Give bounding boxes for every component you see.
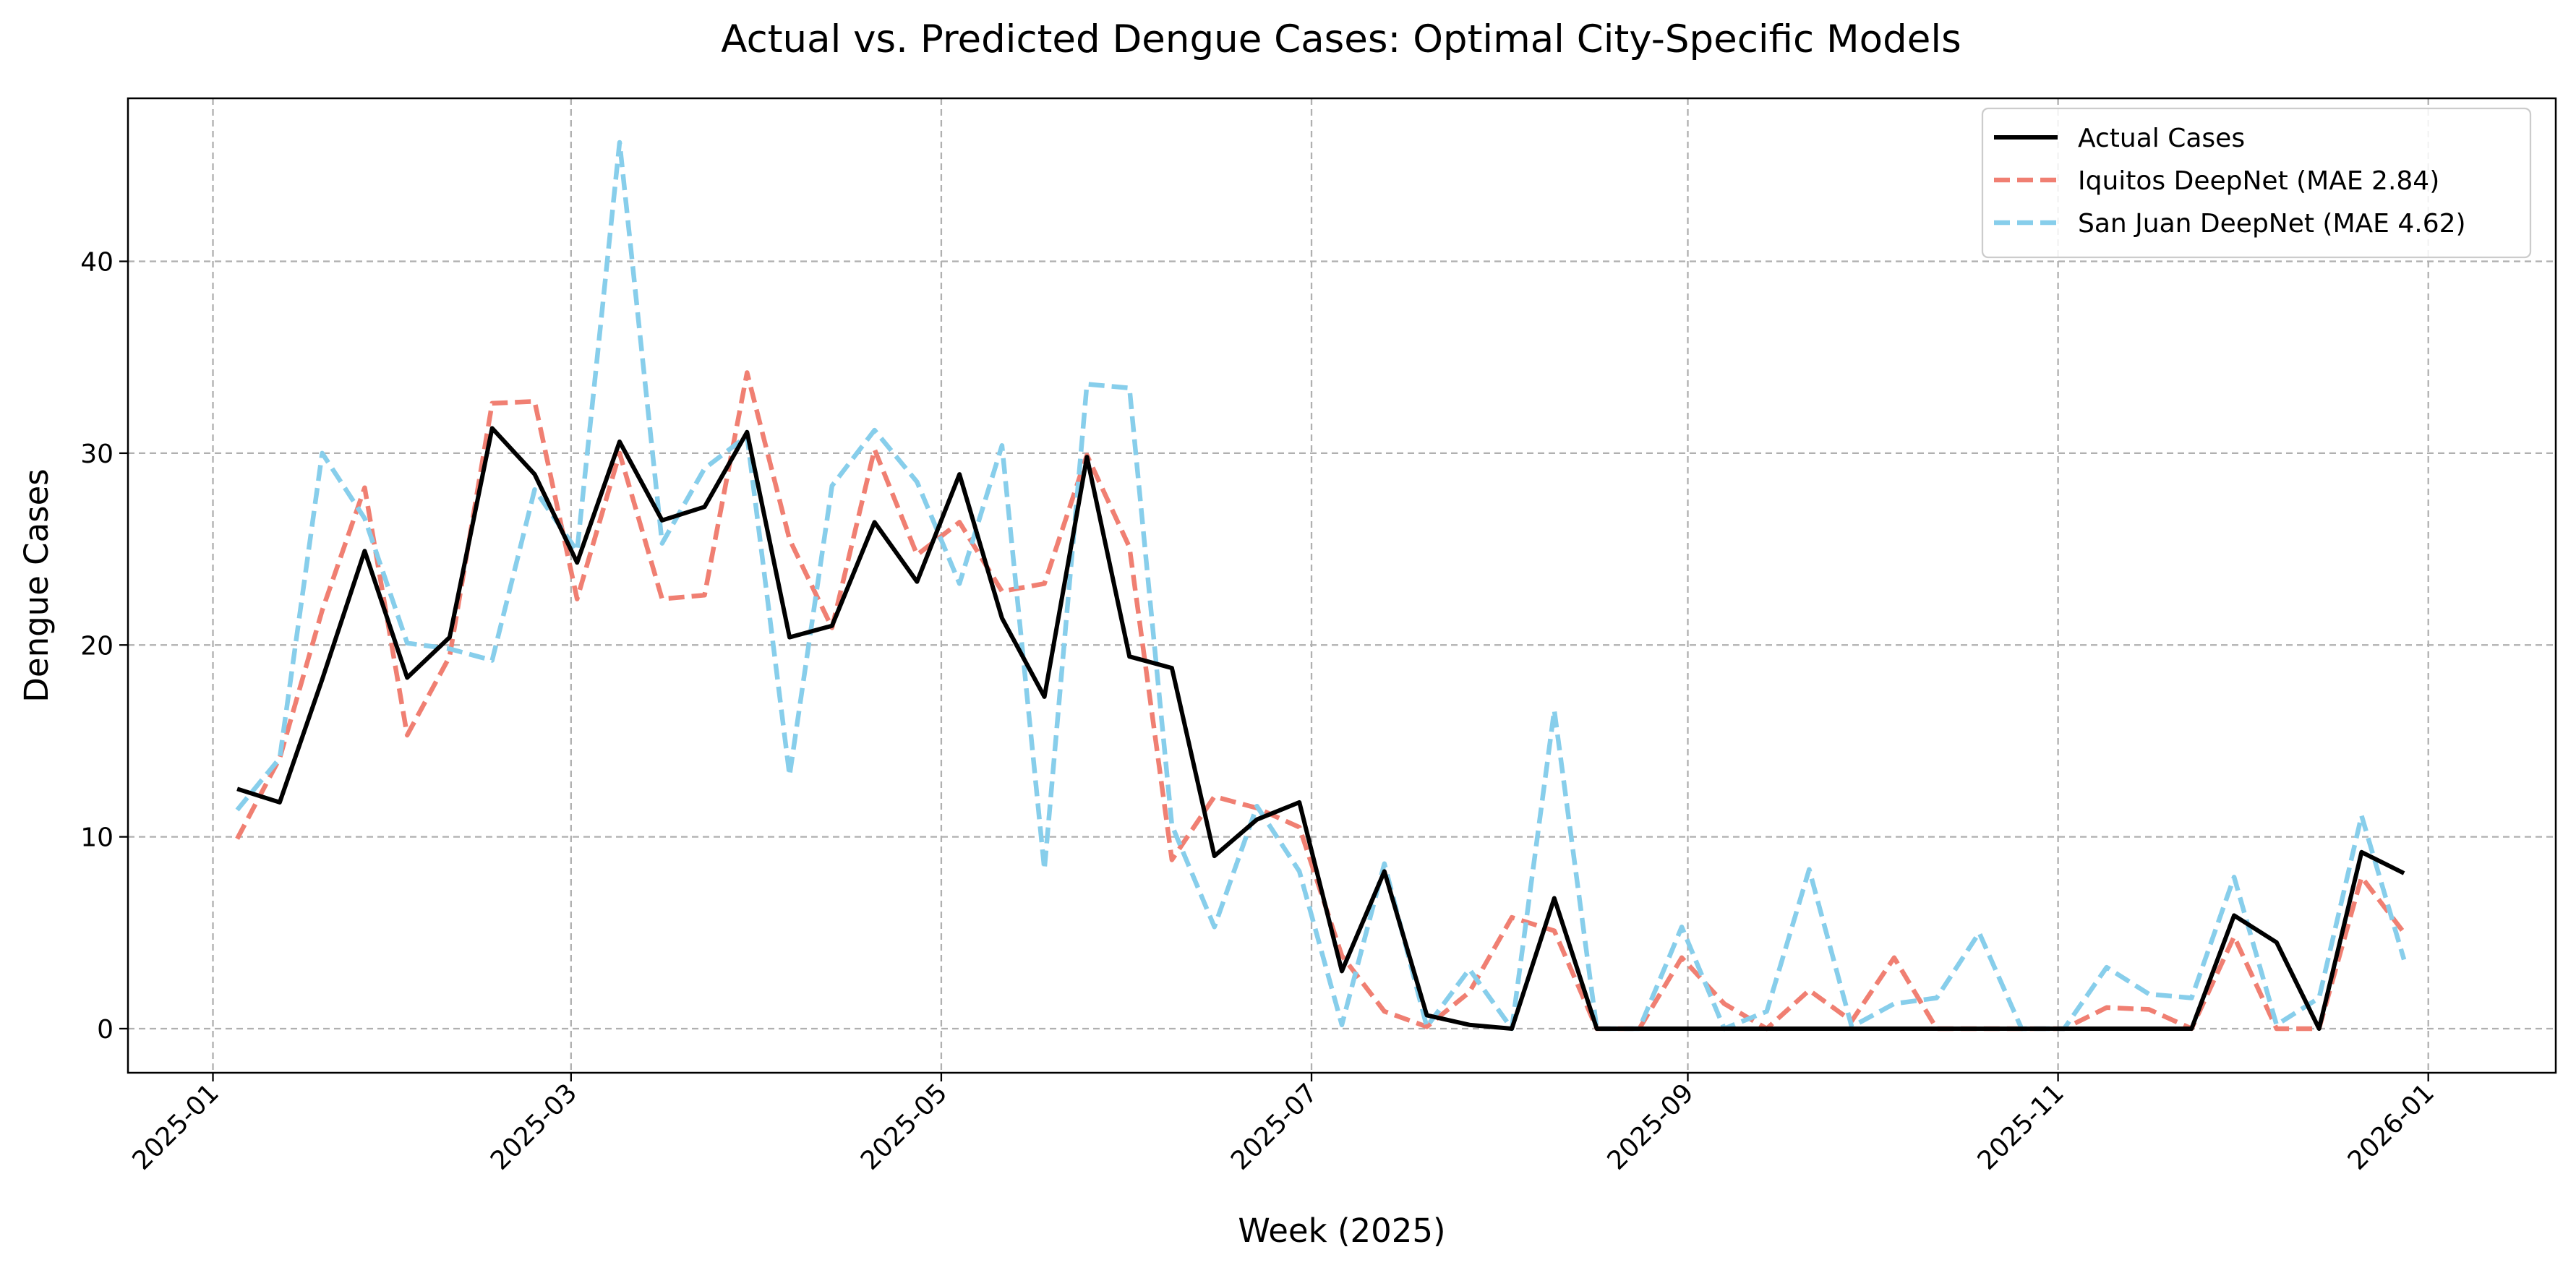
y-tick-label: 30	[80, 440, 114, 469]
chart-title: Actual vs. Predicted Dengue Cases: Optim…	[721, 17, 1961, 61]
y-tick-label: 40	[80, 248, 114, 278]
y-tick-label: 0	[97, 1015, 114, 1045]
plot-area-frame	[127, 97, 2557, 1074]
legend-frame	[1981, 107, 2532, 259]
data-series	[235, 140, 2407, 1032]
legend-label: Iquitos DeepNet (MAE 2.84)	[2078, 166, 2439, 196]
x-axis-label: Week (2025)	[1238, 1212, 1445, 1250]
legend-label: San Juan DeepNet (MAE 4.62)	[2078, 209, 2466, 239]
y-tick-label: 10	[80, 823, 114, 853]
legend: Actual Cases Iquitos DeepNet (MAE 2.84) Sa…	[1981, 107, 2532, 259]
series-line-0	[236, 426, 2405, 1031]
y-tick-label: 20	[80, 631, 114, 661]
y-axis-label: Dengue Cases	[17, 468, 56, 703]
legend-label: Actual Cases	[2078, 124, 2245, 153]
